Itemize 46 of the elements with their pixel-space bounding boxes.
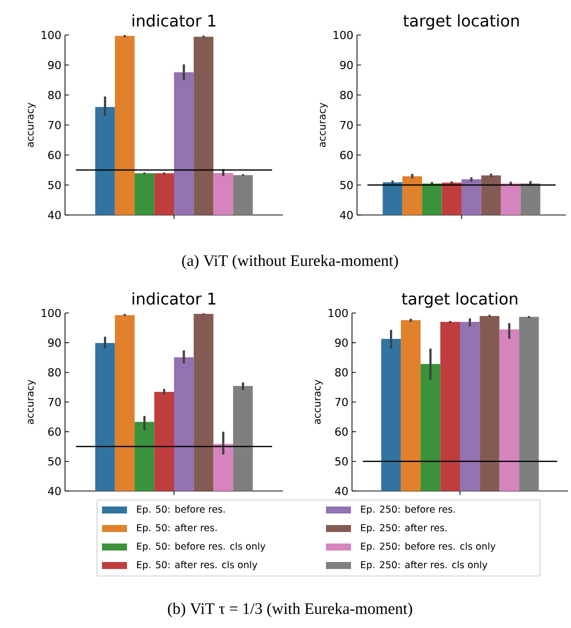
legend-label: Ep. 50: before res. cls only (137, 542, 266, 552)
y-tick-label: 90 (335, 338, 348, 347)
y-tick-label: 50 (48, 457, 61, 466)
y-axis-title: accuracy (314, 380, 323, 424)
y-tick-label: 80 (48, 90, 61, 100)
y-tick-label: 50 (335, 457, 348, 466)
legend-label: Ep. 250: after res. cls only (361, 560, 488, 570)
chart-title: target location (403, 14, 519, 30)
y-tick-label: 60 (48, 150, 61, 160)
y-tick-label: 60 (335, 428, 348, 436)
legend-label: Ep. 250: before res. (361, 505, 455, 515)
legend-label: Ep. 50: after res. cls only (137, 560, 258, 570)
y-tick-label: 100 (334, 30, 353, 40)
y-tick-label: 60 (340, 150, 353, 160)
y-axis-title: accuracy (28, 380, 36, 424)
y-tick-label: 40 (340, 210, 353, 220)
legend-label: Ep. 50: before res. (137, 505, 225, 515)
y-tick-label: 80 (335, 368, 348, 376)
chart-title: target location (402, 292, 518, 308)
legend-label: Ep. 250: before res. cls only (361, 542, 496, 552)
y-axis-title: accuracy (28, 102, 36, 147)
text: (b) ViT τ = 1/3 (with Eureka-moment) (168, 602, 412, 618)
y-tick-label: 70 (340, 120, 353, 130)
y-axis-title: accuracy (320, 102, 328, 147)
y-tick-label: 90 (48, 338, 61, 347)
y-tick-label: 100 (328, 308, 348, 318)
y-tick-label: 80 (48, 368, 61, 376)
y-tick-label: 90 (340, 60, 353, 70)
y-tick-label: 70 (48, 398, 61, 406)
y-tick-label: 90 (48, 60, 61, 70)
y-tick-label: 100 (42, 308, 61, 318)
y-tick-label: 70 (335, 398, 348, 406)
text: (a) ViT (without Eureka-moment) (182, 254, 398, 270)
y-tick-label: 60 (48, 428, 61, 436)
y-tick-label: 50 (340, 180, 353, 190)
y-tick-label: 50 (48, 180, 61, 190)
y-tick-label: 40 (48, 210, 61, 220)
y-tick-label: 70 (48, 120, 61, 130)
chart-title: indicator 1 (132, 14, 216, 27)
chart-title: indicator 1 (132, 292, 216, 305)
y-tick-label: 100 (42, 30, 61, 40)
y-tick-label: 80 (340, 90, 353, 100)
y-tick-label: 40 (335, 486, 348, 496)
y-tick-label: 40 (48, 486, 61, 496)
legend-label: Ep. 250: after res. (361, 524, 447, 534)
legend-label: Ep. 50: after res. (137, 524, 217, 534)
